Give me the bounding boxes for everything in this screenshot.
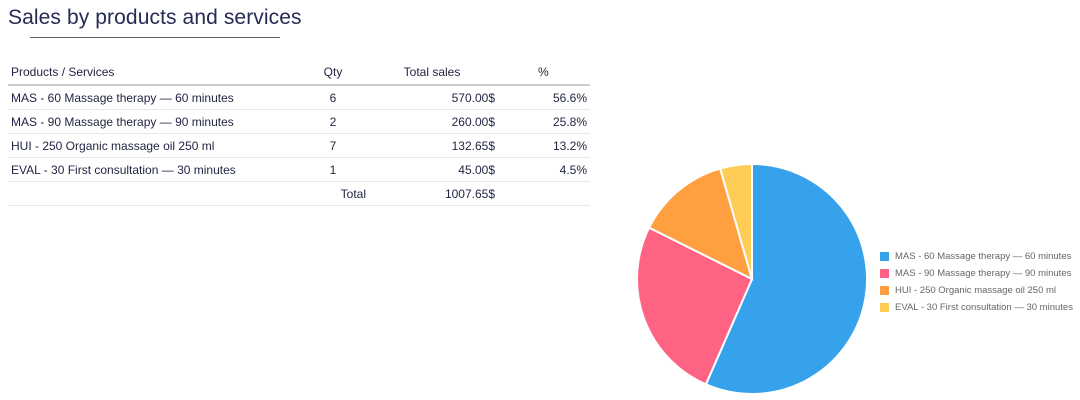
legend-swatch (880, 286, 889, 295)
legend-label: MAS - 90 Massage therapy — 90 minutes (895, 268, 1072, 279)
header-products: Products / Services (8, 60, 300, 86)
product-cell: EVAL - 30 First consultation — 30 minute… (8, 157, 300, 182)
report-title: Sales by products and services (8, 6, 302, 29)
legend-item[interactable]: EVAL - 30 First consultation — 30 minute… (880, 299, 1073, 316)
legend-label: HUI - 250 Organic massage oil 250 ml (895, 285, 1057, 296)
pie-slice[interactable] (704, 162, 868, 395)
legend-label: MAS - 60 Massage therapy — 60 minutes (895, 251, 1072, 262)
table-header-row: Products / Services Qty Total sales % (8, 60, 590, 86)
chart-legend: MAS - 60 Massage therapy — 60 minutes MAS… (880, 248, 1073, 316)
total-sales-cell: 260.00$ (366, 109, 498, 134)
pie-slice[interactable] (636, 226, 754, 386)
total-row: Total 1007.65$ (8, 181, 590, 206)
total-label: Total (8, 181, 366, 206)
product-cell: MAS - 90 Massage therapy — 90 minutes (8, 109, 300, 134)
qty-cell: 6 (300, 85, 366, 110)
pie-slice[interactable] (647, 167, 754, 281)
total-sales-cell: 132.65$ (366, 133, 498, 158)
qty-cell: 7 (300, 133, 366, 158)
pie-slice[interactable] (718, 162, 753, 280)
legend-item[interactable]: HUI - 250 Organic massage oil 250 ml (880, 282, 1073, 299)
header-qty: Qty (300, 60, 366, 86)
legend-item[interactable]: MAS - 60 Massage therapy — 60 minutes (880, 248, 1073, 265)
pie-chart-svg (636, 162, 868, 395)
table-row: MAS - 90 Massage therapy — 90 minutes 2 … (8, 109, 590, 134)
legend-item[interactable]: MAS - 90 Massage therapy — 90 minutes (880, 265, 1073, 282)
product-cell: MAS - 60 Massage therapy — 60 minutes (8, 85, 300, 110)
qty-cell: 2 (300, 109, 366, 134)
qty-cell: 1 (300, 157, 366, 182)
table-row: EVAL - 30 First consultation — 30 minute… (8, 157, 590, 182)
total-sales-cell: 570.00$ (366, 85, 498, 110)
sales-table: Products / Services Qty Total sales % MA… (8, 60, 590, 206)
table-row: HUI - 250 Organic massage oil 250 ml 7 1… (8, 133, 590, 158)
percent-cell: 25.8% (498, 109, 590, 134)
total-empty-cell (498, 181, 590, 206)
title-underline (30, 37, 280, 38)
product-cell: HUI - 250 Organic massage oil 250 ml (8, 133, 300, 158)
percent-cell: 4.5% (498, 157, 590, 182)
legend-label: EVAL - 30 First consultation — 30 minute… (895, 302, 1073, 313)
percent-cell: 13.2% (498, 133, 590, 158)
total-sales-cell: 45.00$ (366, 157, 498, 182)
table-row: MAS - 60 Massage therapy — 60 minutes 6 … (8, 85, 590, 110)
header-total-sales: Total sales (366, 60, 498, 86)
header-percent: % (498, 60, 590, 86)
legend-swatch (880, 269, 889, 278)
total-value: 1007.65$ (366, 181, 498, 206)
legend-swatch (880, 303, 889, 312)
pie-chart (636, 162, 868, 395)
percent-cell: 56.6% (498, 85, 590, 110)
legend-swatch (880, 252, 889, 261)
